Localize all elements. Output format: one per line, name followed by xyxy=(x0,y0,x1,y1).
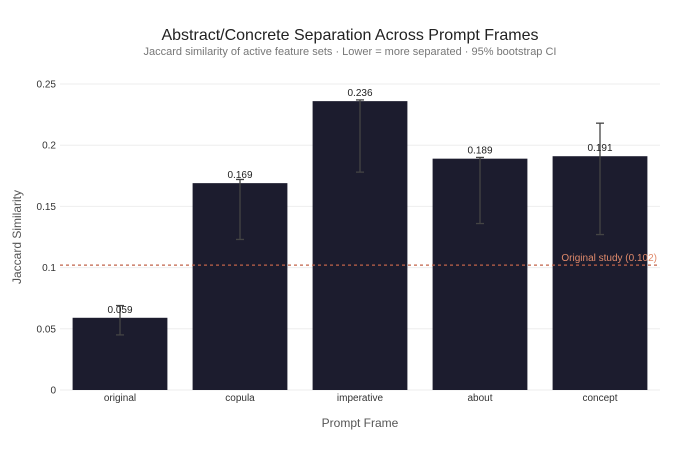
chart-subtitle: Jaccard similarity of active feature set… xyxy=(144,46,557,58)
value-label-about: 0.189 xyxy=(467,146,492,157)
x-tick-label-concept: concept xyxy=(582,393,617,404)
x-tick-label-copula: copula xyxy=(225,393,255,404)
y-tick-label: 0.15 xyxy=(37,202,57,213)
x-tick-label-imperative: imperative xyxy=(337,393,384,404)
x-axis-title: Prompt Frame xyxy=(322,416,399,430)
y-axis-ticks: 0 0.05 0.1 0.15 0.2 0.25 xyxy=(37,80,57,397)
value-label-original: 0.059 xyxy=(107,305,132,316)
y-tick-label: 0.2 xyxy=(42,141,56,152)
error-bar-copula xyxy=(236,178,244,241)
value-label-copula: 0.169 xyxy=(227,170,252,181)
error-bar-imperative xyxy=(356,99,364,173)
value-labels: 0.059 0.169 0.236 0.189 0.191 xyxy=(107,88,612,316)
error-bar-original xyxy=(116,304,124,336)
x-tick-label-about: about xyxy=(467,393,492,404)
x-axis-ticks: original copula imperative about concept xyxy=(104,393,618,404)
x-tick-label-original: original xyxy=(104,393,136,404)
error-bar-about xyxy=(476,156,484,225)
error-bars xyxy=(116,99,604,336)
reference-line-group: Original study (0.102) xyxy=(60,253,660,266)
value-label-concept: 0.191 xyxy=(587,143,612,154)
y-tick-label: 0.25 xyxy=(37,80,57,91)
y-tick-label: 0 xyxy=(50,386,56,397)
y-tick-label: 0.05 xyxy=(37,324,57,335)
value-label-imperative: 0.236 xyxy=(347,88,372,99)
chart-title: Abstract/Concrete Separation Across Prom… xyxy=(161,27,538,44)
y-axis-title: Jaccard Similarity xyxy=(10,190,24,284)
y-tick-label: 0.1 xyxy=(42,263,56,274)
reference-line-label: Original study (0.102) xyxy=(561,253,657,264)
error-bar-concept xyxy=(596,122,604,236)
